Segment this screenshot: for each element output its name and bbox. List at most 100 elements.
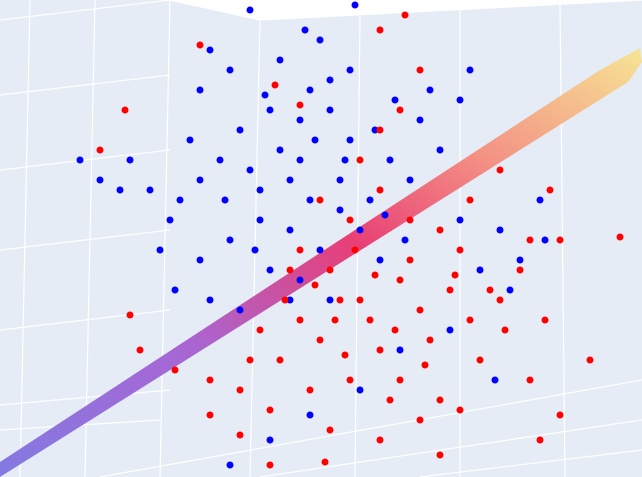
point [526, 236, 534, 244]
point [516, 266, 524, 274]
point [466, 66, 474, 74]
point [436, 396, 444, 404]
point [541, 236, 549, 244]
point [206, 296, 214, 304]
point [286, 226, 294, 234]
decision-plane [0, 48, 642, 477]
point [336, 176, 344, 184]
point [206, 46, 214, 54]
point [386, 156, 394, 164]
point [401, 11, 409, 19]
point [226, 236, 234, 244]
point [311, 281, 319, 289]
point [456, 406, 464, 414]
point [376, 26, 384, 34]
scene-corner [170, 0, 642, 20]
point [526, 376, 534, 384]
point [406, 216, 414, 224]
point [296, 116, 304, 124]
point [341, 351, 349, 359]
point [436, 146, 444, 154]
point [341, 156, 349, 164]
point [391, 96, 399, 104]
point [256, 186, 264, 194]
point [356, 226, 364, 234]
point [536, 436, 544, 444]
point [316, 246, 324, 254]
point [331, 316, 339, 324]
point [376, 346, 384, 354]
point [336, 206, 344, 214]
point [126, 156, 134, 164]
point [206, 376, 214, 384]
point [456, 246, 464, 254]
point [416, 116, 424, 124]
point [351, 1, 359, 9]
point [491, 376, 499, 384]
point [96, 176, 104, 184]
point [416, 306, 424, 314]
point [416, 66, 424, 74]
point [501, 326, 509, 334]
point [356, 386, 364, 394]
point [366, 196, 374, 204]
point [316, 336, 324, 344]
point [366, 316, 374, 324]
point [296, 101, 304, 109]
point [196, 256, 204, 264]
point [381, 211, 389, 219]
point [221, 196, 229, 204]
point [456, 216, 464, 224]
point [376, 436, 384, 444]
point [421, 361, 429, 369]
point [236, 386, 244, 394]
point [536, 196, 544, 204]
point [296, 316, 304, 324]
point [346, 216, 354, 224]
point [316, 36, 324, 44]
point [251, 246, 259, 254]
point [311, 136, 319, 144]
point [171, 366, 179, 374]
point [296, 276, 304, 284]
point [506, 286, 514, 294]
point [121, 106, 129, 114]
point [406, 256, 414, 264]
point [306, 386, 314, 394]
point [426, 336, 434, 344]
point [156, 246, 164, 254]
point [416, 416, 424, 424]
point [206, 411, 214, 419]
point [396, 106, 404, 114]
point [326, 76, 334, 84]
point [466, 196, 474, 204]
point [226, 66, 234, 74]
point [301, 26, 309, 34]
point [351, 246, 359, 254]
point [356, 296, 364, 304]
point [476, 266, 484, 274]
point [426, 86, 434, 94]
point [346, 136, 354, 144]
point [516, 256, 524, 264]
point [451, 271, 459, 279]
point [496, 226, 504, 234]
point [401, 236, 409, 244]
point [346, 66, 354, 74]
point [496, 166, 504, 174]
point [556, 236, 564, 244]
point [326, 266, 334, 274]
point [281, 296, 289, 304]
point [306, 86, 314, 94]
point [236, 431, 244, 439]
point [266, 406, 274, 414]
point [586, 356, 594, 364]
point [286, 266, 294, 274]
point [371, 271, 379, 279]
point [306, 411, 314, 419]
points [76, 1, 624, 469]
point [171, 286, 179, 294]
point [286, 296, 294, 304]
point [276, 56, 284, 64]
point [261, 91, 269, 99]
